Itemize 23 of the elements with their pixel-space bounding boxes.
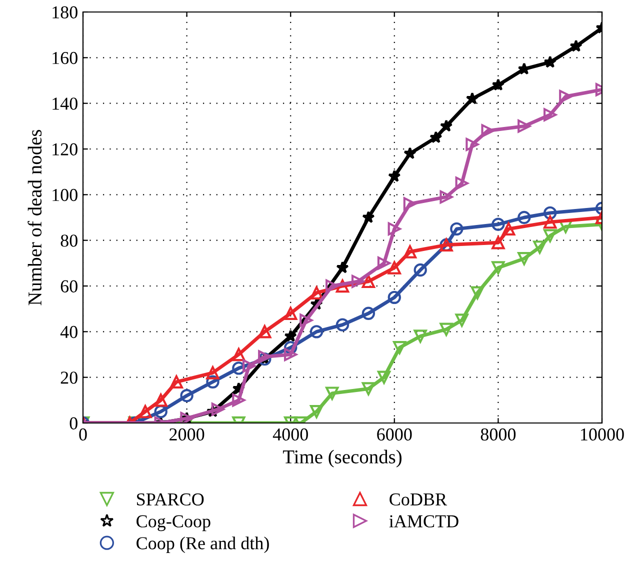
x-tick-label: 10000 bbox=[581, 428, 624, 441]
y-tick-label: 160 bbox=[52, 52, 78, 64]
x-tick-label: 0 bbox=[79, 428, 87, 441]
legend-label: CoDBR bbox=[390, 493, 448, 506]
legend-label: iAMCTD bbox=[389, 515, 458, 528]
legend-label: Cog-Coop bbox=[136, 515, 210, 532]
y-tick-label: 20 bbox=[60, 372, 78, 384]
x-tick-label: 2000 bbox=[170, 428, 204, 441]
y-tick-label: 80 bbox=[60, 234, 78, 247]
x-axis-title: Time (seconds) bbox=[282, 450, 402, 468]
y-tick-label: 0 bbox=[70, 417, 78, 430]
y-axis-title: Number of dead nodes bbox=[28, 130, 42, 306]
legend-label: SPARCO bbox=[137, 493, 204, 506]
y-tick-label: 140 bbox=[52, 98, 78, 110]
x-tick-label: 6000 bbox=[377, 428, 412, 441]
legend-label: Coop (Re and dth) bbox=[136, 536, 269, 554]
x-tick-label: 8000 bbox=[480, 428, 516, 441]
y-tick-label: 120 bbox=[52, 143, 78, 156]
y-tick-label: 40 bbox=[60, 326, 78, 338]
y-tick-label: 180 bbox=[52, 6, 78, 18]
y-tick-label: 100 bbox=[52, 188, 78, 202]
y-tick-label: 60 bbox=[60, 280, 78, 292]
x-tick-label: 4000 bbox=[272, 428, 308, 441]
